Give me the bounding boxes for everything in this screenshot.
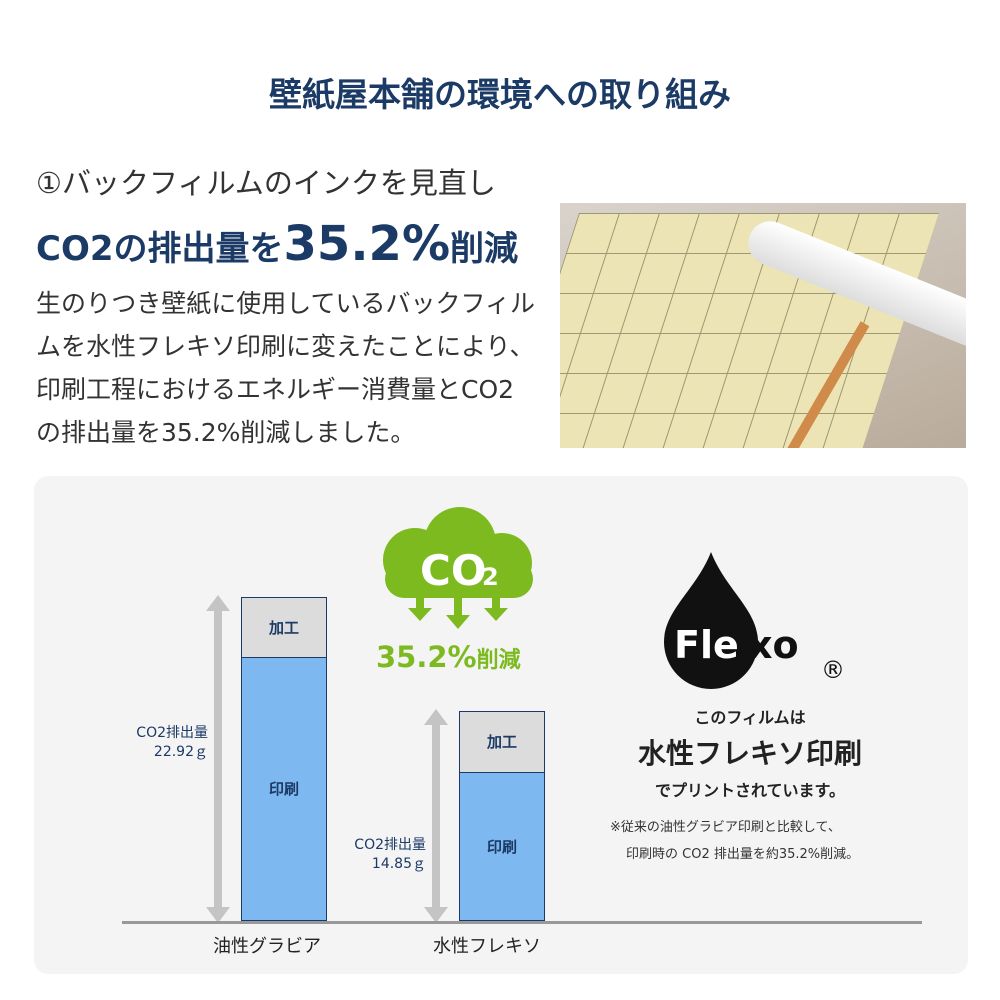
headline-post: 削減 bbox=[450, 229, 519, 269]
bar-segment-print: 印刷 bbox=[486, 837, 517, 856]
flexo-line3: でプリントされています。 bbox=[655, 781, 845, 800]
svg-text:®: ® bbox=[821, 656, 845, 684]
svg-text:xo: xo bbox=[748, 623, 799, 667]
total-label-value: 22.92ｇ bbox=[153, 744, 208, 760]
back-film-photo bbox=[560, 203, 966, 448]
height-arrow bbox=[206, 595, 230, 923]
bar-segment-process: 加工 bbox=[242, 598, 326, 658]
total-label: CO2排出量 22.92ｇ bbox=[136, 724, 208, 762]
flexo-line1: このフィルムは bbox=[694, 708, 806, 727]
bar-0: 加工 印刷 bbox=[241, 597, 327, 921]
section-headline: CO2の排出量を35.2%削減 bbox=[36, 216, 518, 272]
headline-pre: CO2の排出量を bbox=[36, 229, 284, 269]
page-title: 壁紙屋本舗の環境への取り組み bbox=[269, 75, 731, 114]
flexo-logo: Fle xo ® bbox=[664, 552, 845, 689]
reduction-value: 35.2% bbox=[376, 640, 477, 674]
flexo-note1: ※従来の油性グラビア印刷と比較して、 bbox=[610, 820, 841, 835]
bar-segment-print: 印刷 bbox=[268, 780, 299, 799]
co2-text: CO bbox=[420, 546, 487, 595]
section-heading: ①バックフィルムのインクを見直し bbox=[36, 166, 496, 200]
height-arrow bbox=[424, 709, 448, 923]
flexo-note2: 印刷時の CO2 排出量を約35.2%削減。 bbox=[626, 847, 860, 862]
total-label-name: CO2排出量 bbox=[136, 725, 208, 741]
reduction-suffix: 削減 bbox=[476, 648, 521, 673]
co2-cloud-icon: CO 2 bbox=[383, 507, 533, 629]
svg-text:Fle: Fle bbox=[674, 623, 739, 667]
headline-percent: 35.2% bbox=[283, 216, 451, 272]
x-tick-label: 水性フレキソ bbox=[433, 936, 541, 957]
reduction-label: 35.2%削減 bbox=[376, 640, 521, 674]
bar-1: 加工 印刷 bbox=[459, 711, 545, 921]
total-label-name: CO2排出量 bbox=[354, 837, 426, 854]
chart-baseline bbox=[122, 921, 922, 924]
total-label-value: 14.85ｇ bbox=[371, 856, 426, 873]
body-text: 生のりつき壁紙に使用しているバックフィルムを水性フレキソ印刷に変えたことにより、… bbox=[36, 289, 536, 447]
x-tick-label: 油性グラビア bbox=[213, 936, 321, 957]
co2-subscript: 2 bbox=[482, 563, 499, 591]
flexo-line2: 水性フレキソ印刷 bbox=[637, 737, 862, 770]
bar-segment-process: 加工 bbox=[460, 712, 544, 773]
total-label: CO2排出量 14.85ｇ bbox=[354, 836, 426, 874]
